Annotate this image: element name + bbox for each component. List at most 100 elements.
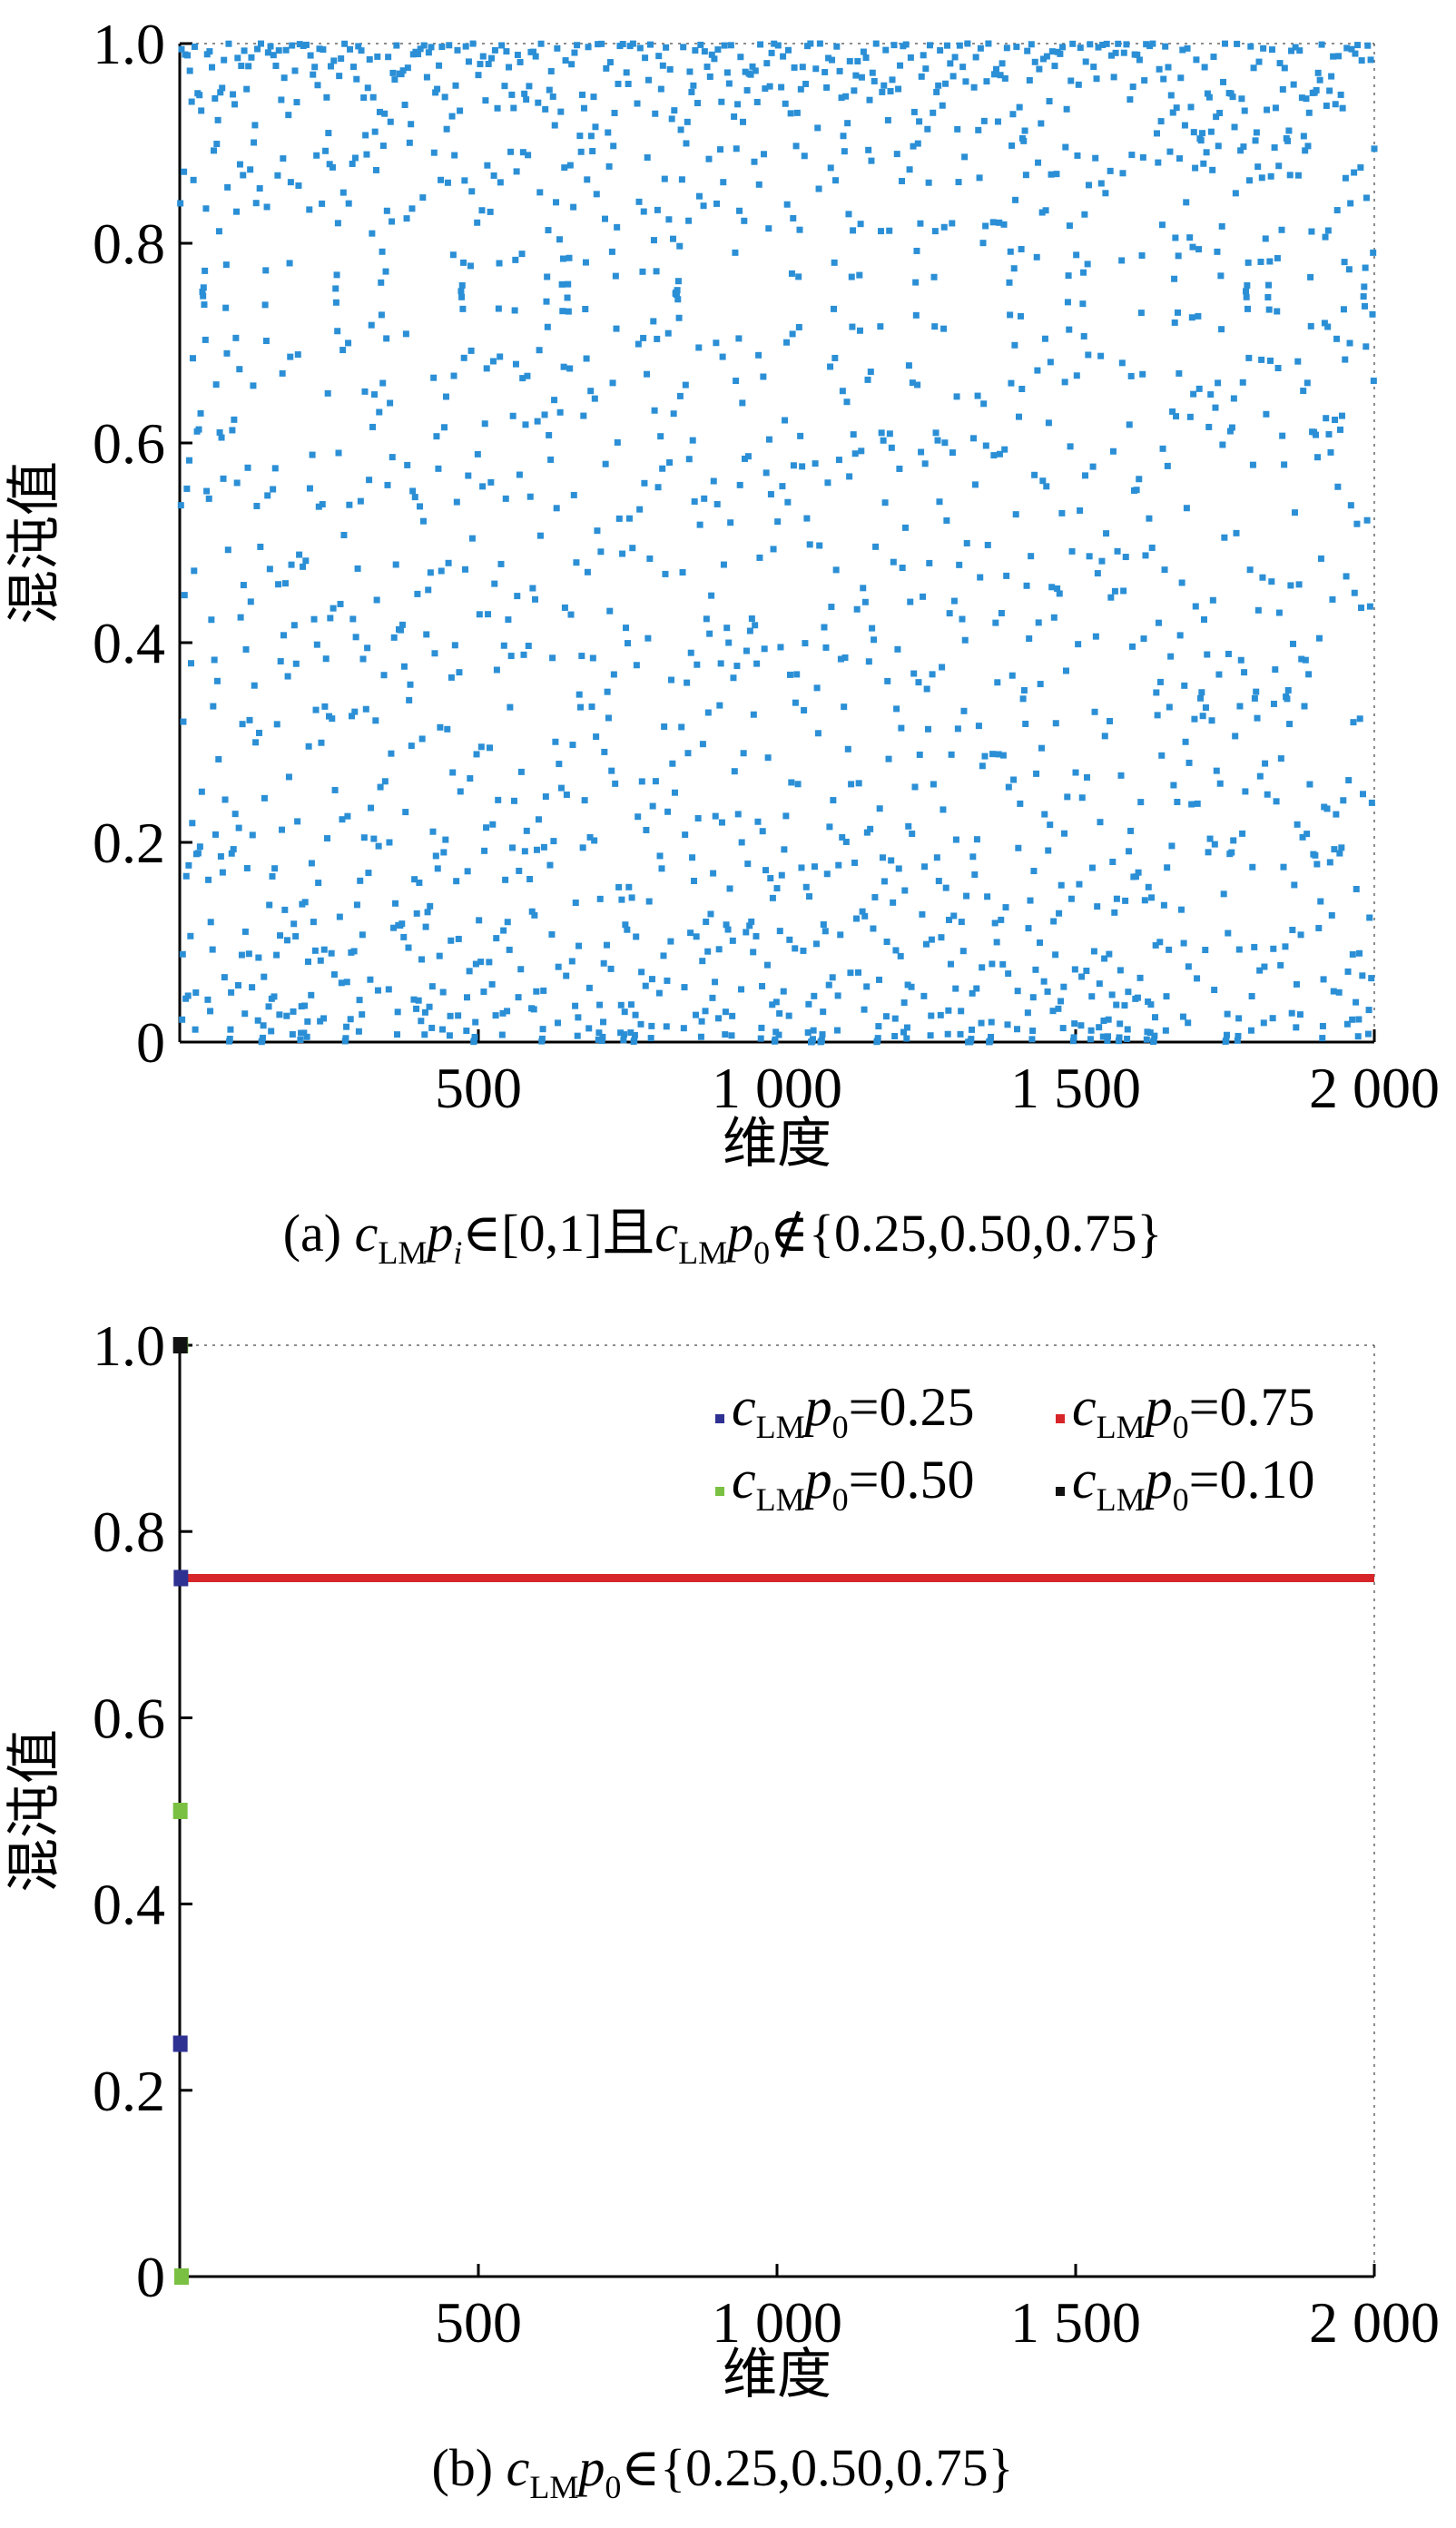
scatter-point <box>1073 251 1080 259</box>
scatter-point <box>1166 946 1173 953</box>
panel-caption-part: c <box>654 1204 678 1263</box>
scatter-point <box>1350 719 1357 726</box>
scatter-point <box>979 240 987 247</box>
scatter-point <box>316 45 323 53</box>
scatter-point <box>1124 1035 1131 1042</box>
scatter-point <box>899 565 906 572</box>
scatter-point <box>1006 279 1013 286</box>
scatter-point <box>1341 259 1348 266</box>
legend-entry: cLMp0=0.75 <box>1056 1377 1314 1445</box>
scatter-point <box>1076 880 1083 888</box>
scatter-point <box>681 984 688 991</box>
scatter-point <box>790 214 797 221</box>
scatter-point <box>1179 46 1186 54</box>
scatter-point <box>1228 424 1235 431</box>
scatter-point <box>601 215 608 222</box>
scatter-point <box>487 54 495 62</box>
scatter-point <box>1230 837 1237 844</box>
scatter-point <box>636 506 644 513</box>
panel-caption-part: ∈{0.25,0.50,0.75} <box>621 2438 1013 2497</box>
scatter-point <box>1235 1032 1242 1039</box>
scatter-point <box>433 433 440 440</box>
scatter-point <box>543 298 550 305</box>
scatter-point <box>1012 511 1019 518</box>
scatter-point <box>475 72 482 79</box>
scatter-point <box>1247 1027 1254 1034</box>
scatter-point <box>428 983 436 990</box>
scatter-point <box>602 460 609 467</box>
scatter-point <box>1194 800 1201 807</box>
scatter-point <box>1355 1016 1363 1023</box>
scatter-point <box>1293 1024 1300 1031</box>
scatter-point <box>546 861 554 869</box>
scatter-point <box>1008 672 1016 679</box>
scatter-point <box>1010 776 1018 783</box>
scatter-point <box>1324 227 1332 234</box>
scatter-point <box>317 957 324 964</box>
scatter-point <box>688 88 695 95</box>
scatter-point <box>1243 288 1250 295</box>
scatter-point <box>629 40 636 47</box>
scatter-point <box>363 151 370 158</box>
scatter-point <box>1164 462 1171 469</box>
scatter-point <box>806 893 813 900</box>
scatter-point <box>804 1028 812 1036</box>
scatter-point <box>1183 199 1190 206</box>
scatter-point <box>1338 844 1345 851</box>
scatter-point <box>787 110 794 117</box>
scatter-point <box>897 62 904 69</box>
scatter-point <box>1077 1022 1085 1029</box>
scatter-point <box>448 937 455 944</box>
scatter-point <box>637 1020 644 1028</box>
scatter-point <box>584 568 591 575</box>
scatter-point <box>1275 609 1283 616</box>
scatter-point <box>841 148 848 155</box>
scatter-point <box>746 627 753 634</box>
scatter-point <box>369 230 376 237</box>
scatter-point <box>1189 243 1196 251</box>
scatter-point <box>249 831 256 839</box>
scatter-point <box>961 153 969 161</box>
scatter-point <box>652 110 659 117</box>
scatter-point <box>319 200 326 207</box>
scatter-point <box>1333 207 1341 214</box>
scatter-point <box>1141 77 1148 84</box>
scatter-point <box>302 557 310 565</box>
scatter-point <box>753 932 760 939</box>
scatter-point <box>520 651 527 658</box>
scatter-point <box>674 296 682 303</box>
scatter-point <box>725 639 733 646</box>
scatter-point <box>1136 56 1143 64</box>
scatter-point <box>732 249 739 256</box>
scatter-point <box>555 963 562 970</box>
scatter-point <box>489 358 497 365</box>
scatter-point <box>1204 651 1211 658</box>
scatter-point <box>753 660 761 667</box>
scatter-point <box>1067 443 1074 450</box>
scatter-point <box>1197 694 1205 702</box>
scatter-point <box>1147 1001 1155 1008</box>
scatter-point <box>439 1026 447 1033</box>
scatter-point <box>951 54 959 61</box>
scatter-point <box>901 524 909 531</box>
scatter-point <box>618 896 625 903</box>
scatter-point <box>845 211 852 218</box>
scatter-point <box>1146 1029 1154 1037</box>
scatter-point <box>767 491 774 498</box>
scatter-point <box>657 433 664 440</box>
scatter-point <box>998 916 1005 923</box>
scatter-point <box>914 381 921 389</box>
scatter-point <box>1332 101 1339 108</box>
scatter-point <box>1067 895 1075 902</box>
scatter-point <box>259 1034 266 1041</box>
scatter-point <box>251 122 259 129</box>
scatter-point <box>229 427 236 434</box>
scatter-point <box>463 1028 470 1035</box>
scatter-point <box>1142 552 1149 559</box>
scatter-point <box>1095 44 1102 51</box>
scatter-point <box>661 723 668 730</box>
scatter-point <box>764 754 772 762</box>
scatter-point <box>893 151 900 158</box>
scatter-point <box>736 481 743 488</box>
scatter-point <box>1347 502 1354 509</box>
